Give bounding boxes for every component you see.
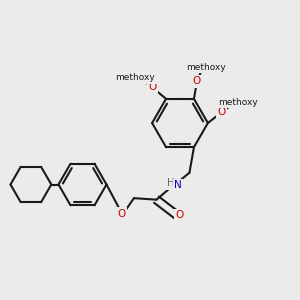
Text: methoxy: methoxy	[116, 73, 155, 82]
Text: O: O	[176, 210, 184, 220]
Text: O: O	[193, 76, 201, 86]
Text: O: O	[118, 209, 126, 219]
Text: H: H	[167, 178, 175, 188]
Text: O: O	[148, 82, 156, 92]
Text: methoxy: methoxy	[219, 98, 258, 107]
Text: O: O	[218, 107, 226, 117]
Text: N: N	[174, 180, 182, 190]
Text: methoxy: methoxy	[186, 62, 226, 71]
